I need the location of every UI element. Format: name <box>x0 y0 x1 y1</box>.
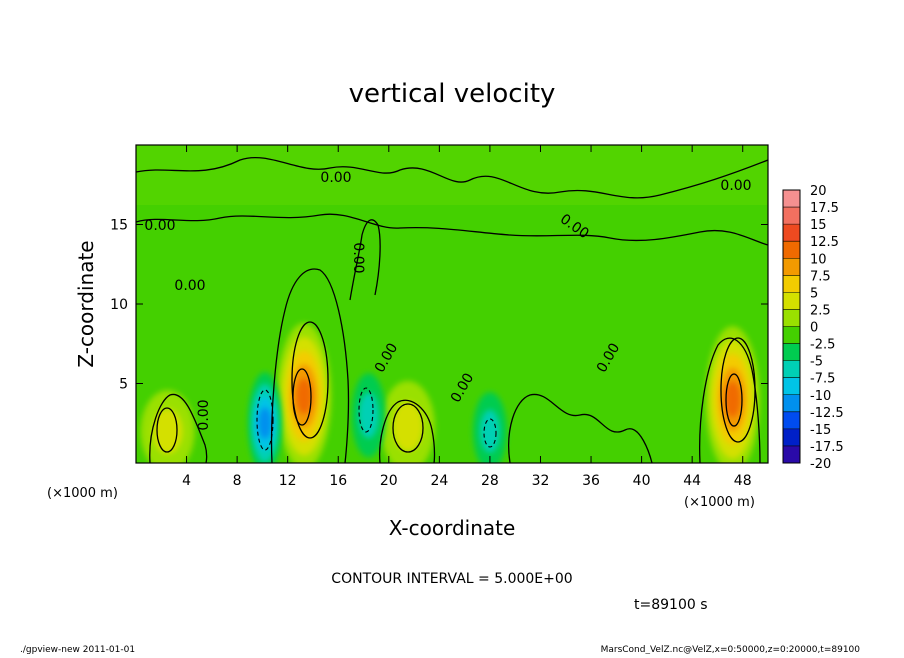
contour-5-left <box>156 407 178 453</box>
contour-interval-label: CONTOUR INTERVAL = 5.000E+00 <box>331 571 572 587</box>
colorbar-label: 20 <box>810 184 827 199</box>
x-tick-label: 32 <box>532 473 550 489</box>
contour-neg5-mid <box>358 387 374 433</box>
x-unit-label: (×1000 m) <box>684 495 755 510</box>
contour-10-right <box>725 373 743 427</box>
zero-contour-center-updraft <box>270 268 350 463</box>
x-tick-label: 36 <box>582 473 600 489</box>
x-tick-label: 24 <box>430 473 448 489</box>
contour-neg5-right <box>483 418 497 448</box>
updraft-cell <box>296 378 312 415</box>
contour-label: 0.00 <box>350 242 366 273</box>
colorbar-swatch <box>783 394 800 412</box>
colorbar-label: -2.5 <box>810 338 835 353</box>
colorbar-swatch <box>783 292 800 310</box>
zero-contour-upper <box>136 213 768 246</box>
x-tick-label: 12 <box>279 473 297 489</box>
colorbar-swatch <box>783 428 800 446</box>
contour-10-center <box>292 368 312 426</box>
colorbar-label: 15 <box>810 218 827 233</box>
x-tick-label: 28 <box>481 473 499 489</box>
colorbar-swatch <box>783 241 800 259</box>
contour-label: 0.00 <box>720 178 751 194</box>
time-label: t=89100 s <box>634 597 708 613</box>
contour-label: 0.00 <box>196 399 212 430</box>
velocity-cells <box>140 323 760 463</box>
colorbar-swatch <box>783 326 800 344</box>
contour-label: 0.00 <box>320 170 351 186</box>
plot-field: 0.000.000.000.000.000.000.000.00 0.000.00 <box>136 145 768 463</box>
contour-label: 0.00 <box>144 218 175 234</box>
footer-left: ./gpview-new 2011-01-01 <box>20 645 135 654</box>
colorbar-swatch <box>783 377 800 395</box>
colorbar-label: 5 <box>810 286 818 301</box>
colorbar-swatch <box>783 309 800 327</box>
colorbar-label: -10 <box>810 389 831 404</box>
y-axis: 5 10 15 <box>110 218 768 393</box>
downdraft-cell <box>358 392 379 439</box>
chart-title: vertical velocity <box>349 79 556 109</box>
colorbar-label: -15 <box>810 423 831 438</box>
colorbar-swatch <box>783 343 800 361</box>
y-tick-label: 15 <box>110 218 128 234</box>
colorbar-label: -7.5 <box>810 372 835 387</box>
colorbar-swatch <box>783 411 800 429</box>
colorbar-swatch <box>783 445 800 463</box>
x-axis-label: X-coordinate <box>389 516 516 540</box>
zero-contour-mid-band <box>508 393 653 463</box>
x-tick-label: 40 <box>633 473 651 489</box>
x-tick-label: 4 <box>182 473 191 489</box>
upper-field-band <box>136 145 768 205</box>
x-tick-label: 20 <box>380 473 398 489</box>
contour-5-center <box>291 321 329 439</box>
zero-contours <box>136 156 768 463</box>
colorbar-label: -5 <box>810 355 823 370</box>
x-tick-label: 44 <box>683 473 701 489</box>
zero-contour-mid-updraft <box>379 399 436 463</box>
downdraft-cell <box>258 407 272 439</box>
colorbar: 20 17.5 15 12.5 10 7.5 5 2.5 0 -2.5 -5 -7.5 -10 -12.5… <box>782 184 844 472</box>
updraft-cell <box>392 401 423 452</box>
contour-neg5-left <box>256 389 274 451</box>
x-tick-label: 48 <box>734 473 752 489</box>
y-unit-label: (×1000 m) <box>47 486 118 501</box>
downdraft-contours <box>256 387 497 451</box>
downdraft-cell <box>479 409 500 453</box>
colorbar-label: 0 <box>810 321 818 336</box>
colorbar-label: 10 <box>810 252 827 267</box>
x-tick-label: 8 <box>233 473 242 489</box>
x-axis: 4 8 12 16 20 24 28 32 36 40 44 48 <box>182 145 752 489</box>
colorbar-label: 2.5 <box>810 303 831 318</box>
updraft-cell <box>724 381 741 418</box>
zero-contour-high-column <box>349 219 381 301</box>
colorbar-label: 12.5 <box>810 235 839 250</box>
colorbar-label: -12.5 <box>810 406 844 421</box>
contour-5-right <box>720 337 756 443</box>
colorbar-swatch <box>783 207 800 225</box>
colorbar-label: 7.5 <box>810 269 831 284</box>
zero-contour-left-updraft <box>149 393 208 463</box>
colorbar-label: 17.5 <box>810 201 839 216</box>
updraft-contours <box>156 321 756 453</box>
zero-contour-right-updraft <box>699 337 761 463</box>
footer-right: MarsCond_VelZ.nc@VelZ,x=0:50000,z=0:2000… <box>601 645 861 654</box>
y-axis-label: Z-coordinate <box>74 240 98 367</box>
colorbar-swatch <box>783 224 800 242</box>
y-tick-label: 10 <box>110 297 128 313</box>
contour-label: 0.00 <box>174 278 205 294</box>
y-tick-label: 5 <box>119 377 128 393</box>
colorbar-swatch <box>783 190 800 208</box>
zero-contour-top <box>136 156 768 199</box>
x-tick-label: 16 <box>329 473 347 489</box>
colorbar-swatch <box>783 258 800 276</box>
colorbar-swatch <box>783 360 800 378</box>
colorbar-label: -17.5 <box>810 440 844 455</box>
colorbar-label: -20 <box>810 457 831 472</box>
colorbar-swatch <box>783 275 800 293</box>
contour-5-mid <box>392 403 424 453</box>
